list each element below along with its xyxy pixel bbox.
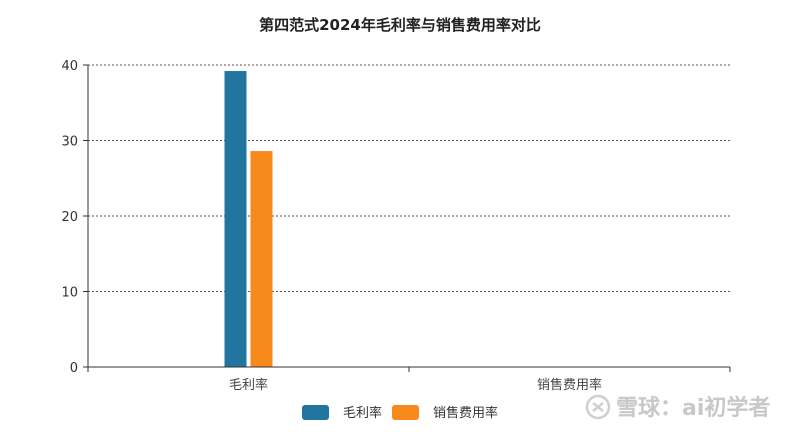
- y-tick-label: 30: [61, 135, 78, 150]
- axes: [87, 65, 731, 372]
- watermark-text: 雪球：ai初学者: [616, 395, 770, 421]
- watermark: 雪球：ai初学者: [585, 394, 770, 421]
- y-tick-label: 10: [61, 286, 78, 301]
- y-tick-label: 20: [61, 210, 78, 225]
- y-axis-ticks: 0 10 20 30 40: [61, 59, 88, 376]
- legend-label: 销售费用率: [433, 405, 498, 421]
- y-tick-label: 0: [70, 361, 78, 376]
- legend-swatch: [302, 405, 329, 420]
- legend[interactable]: 毛利率 销售费用率: [302, 405, 498, 421]
- gridlines: [88, 64, 730, 292]
- bars: [224, 71, 273, 367]
- legend-label: 毛利率: [343, 405, 382, 421]
- chart-title: 第四范式2024年毛利率与销售费用率对比: [259, 16, 541, 34]
- y-tick-label: 40: [61, 59, 78, 74]
- snowball-logo-icon: [585, 394, 611, 420]
- x-category-label: 销售费用率: [537, 377, 602, 393]
- bar-sales-expense-ratio: [250, 151, 273, 367]
- x-category-label: 毛利率: [229, 377, 268, 393]
- bar-gross-margin: [224, 71, 247, 367]
- x-axis-categories: 毛利率 销售费用率: [229, 377, 602, 393]
- legend-swatch: [392, 405, 419, 420]
